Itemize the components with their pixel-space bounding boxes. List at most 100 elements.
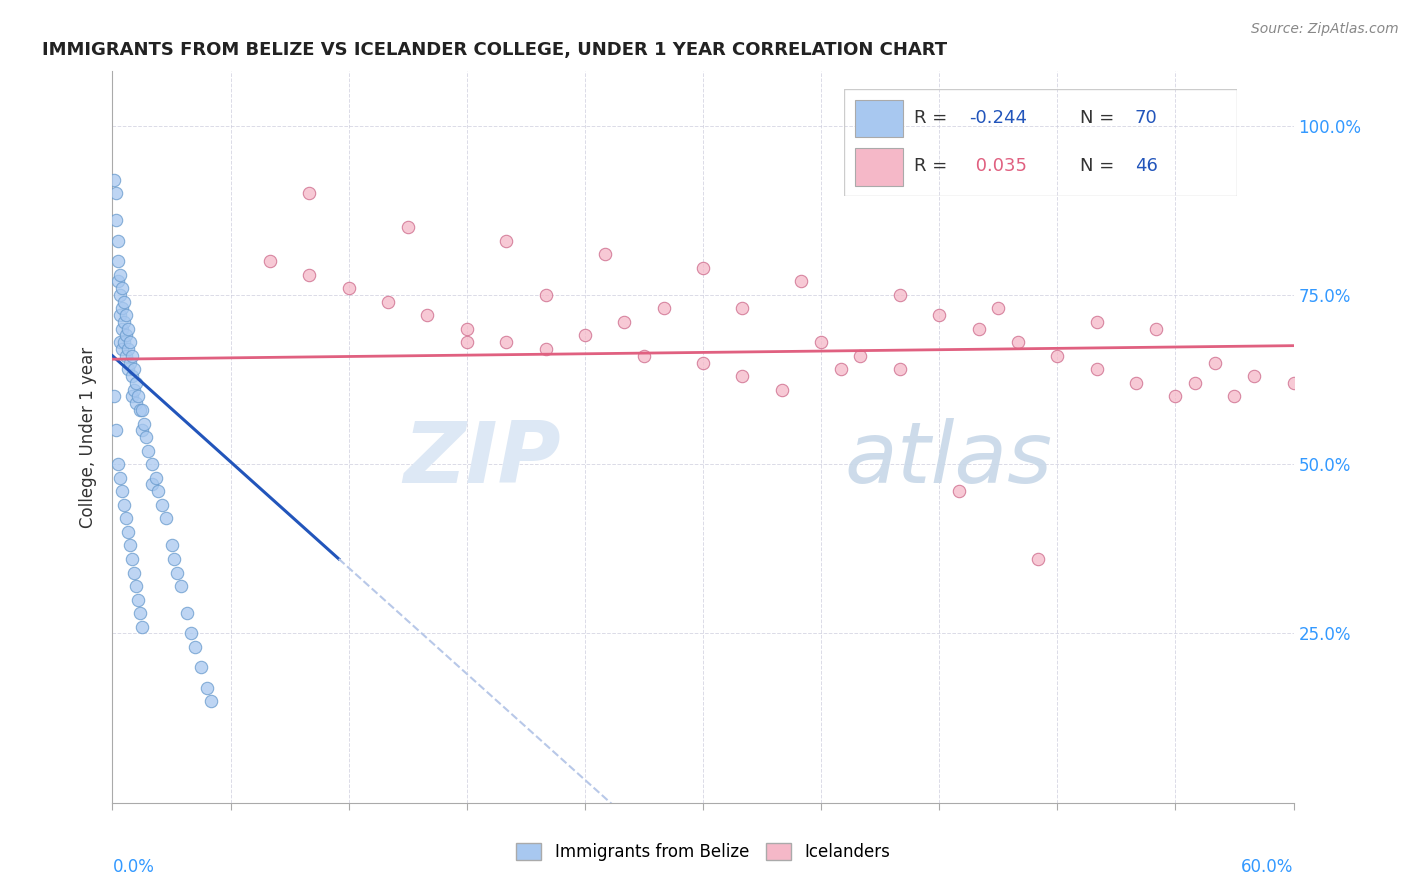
Text: 46: 46 [1135, 157, 1157, 175]
Point [122, 566, 145, 580]
Point [117, 362, 139, 376]
Point [180, 626, 202, 640]
Point [1164, 389, 1187, 403]
Point [125, 376, 148, 390]
Legend: Immigrants from Belize, Icelanders: Immigrants from Belize, Icelanders [509, 836, 897, 868]
Point [110, 471, 132, 485]
Point [1125, 376, 1147, 390]
Bar [855, 100, 903, 137]
Point [692, 355, 714, 369]
Point [131, 403, 153, 417]
Point [1282, 376, 1305, 390]
Point [337, 281, 360, 295]
Point [136, 443, 159, 458]
Point [121, 349, 143, 363]
Bar [855, 148, 903, 186]
Point [115, 308, 138, 322]
Point [110, 335, 132, 350]
Point [1085, 362, 1108, 376]
Point [129, 606, 152, 620]
Point [120, 538, 142, 552]
Point [127, 389, 149, 403]
Point [574, 328, 596, 343]
Point [105, 213, 128, 227]
Point [1243, 369, 1265, 384]
Point [1184, 376, 1206, 390]
Point [162, 552, 184, 566]
Point [112, 315, 135, 329]
Point [810, 335, 832, 350]
Text: N =: N = [1080, 109, 1119, 127]
Point [131, 620, 153, 634]
Point [150, 498, 173, 512]
Point [495, 234, 517, 248]
Point [122, 362, 145, 376]
Text: atlas: atlas [845, 417, 1053, 500]
Point [127, 592, 149, 607]
Point [830, 362, 852, 376]
Point [132, 417, 155, 431]
Point [145, 471, 167, 485]
Point [456, 322, 478, 336]
Point [111, 281, 134, 295]
Point [121, 552, 143, 566]
Point [105, 186, 128, 201]
Point [1223, 389, 1246, 403]
Point [125, 579, 148, 593]
Text: 0.035: 0.035 [970, 157, 1026, 175]
Point [155, 511, 177, 525]
Point [112, 498, 135, 512]
Point [456, 335, 478, 350]
Point [115, 328, 138, 343]
Text: IMMIGRANTS FROM BELIZE VS ICELANDER COLLEGE, UNDER 1 YEAR CORRELATION CHART: IMMIGRANTS FROM BELIZE VS ICELANDER COLL… [42, 41, 946, 59]
Point [190, 660, 212, 674]
Point [103, 172, 125, 186]
Point [534, 342, 557, 356]
Text: 70: 70 [1135, 109, 1157, 127]
Point [120, 355, 142, 369]
Point [110, 268, 132, 282]
Point [160, 538, 183, 552]
Point [121, 369, 143, 384]
Text: ZIP: ZIP [404, 417, 561, 500]
Point [146, 484, 169, 499]
Point [889, 362, 911, 376]
Point [112, 294, 135, 309]
Point [987, 301, 1010, 316]
Text: N =: N = [1080, 157, 1119, 175]
Point [141, 457, 163, 471]
Point [125, 396, 148, 410]
Point [166, 566, 188, 580]
Point [107, 254, 129, 268]
Point [110, 288, 132, 302]
Point [170, 579, 193, 593]
Point [115, 349, 138, 363]
Point [176, 606, 198, 620]
Point [731, 301, 754, 316]
Point [298, 186, 321, 201]
Point [121, 389, 143, 403]
Point [298, 268, 321, 282]
Point [377, 294, 399, 309]
Point [184, 640, 207, 654]
Point [1204, 355, 1226, 369]
Point [141, 477, 163, 491]
Point [131, 423, 153, 437]
Text: 0.0%: 0.0% [112, 858, 155, 876]
Point [1144, 322, 1167, 336]
Text: R =: R = [914, 157, 953, 175]
Point [416, 308, 439, 322]
Point [593, 247, 616, 261]
Point [495, 335, 517, 350]
Point [200, 694, 222, 708]
Point [122, 383, 145, 397]
Point [129, 403, 152, 417]
Text: 60.0%: 60.0% [1241, 858, 1294, 876]
Point [928, 308, 950, 322]
Point [849, 349, 872, 363]
Point [112, 335, 135, 350]
Point [967, 322, 990, 336]
Point [692, 260, 714, 275]
Point [889, 288, 911, 302]
Point [259, 254, 281, 268]
